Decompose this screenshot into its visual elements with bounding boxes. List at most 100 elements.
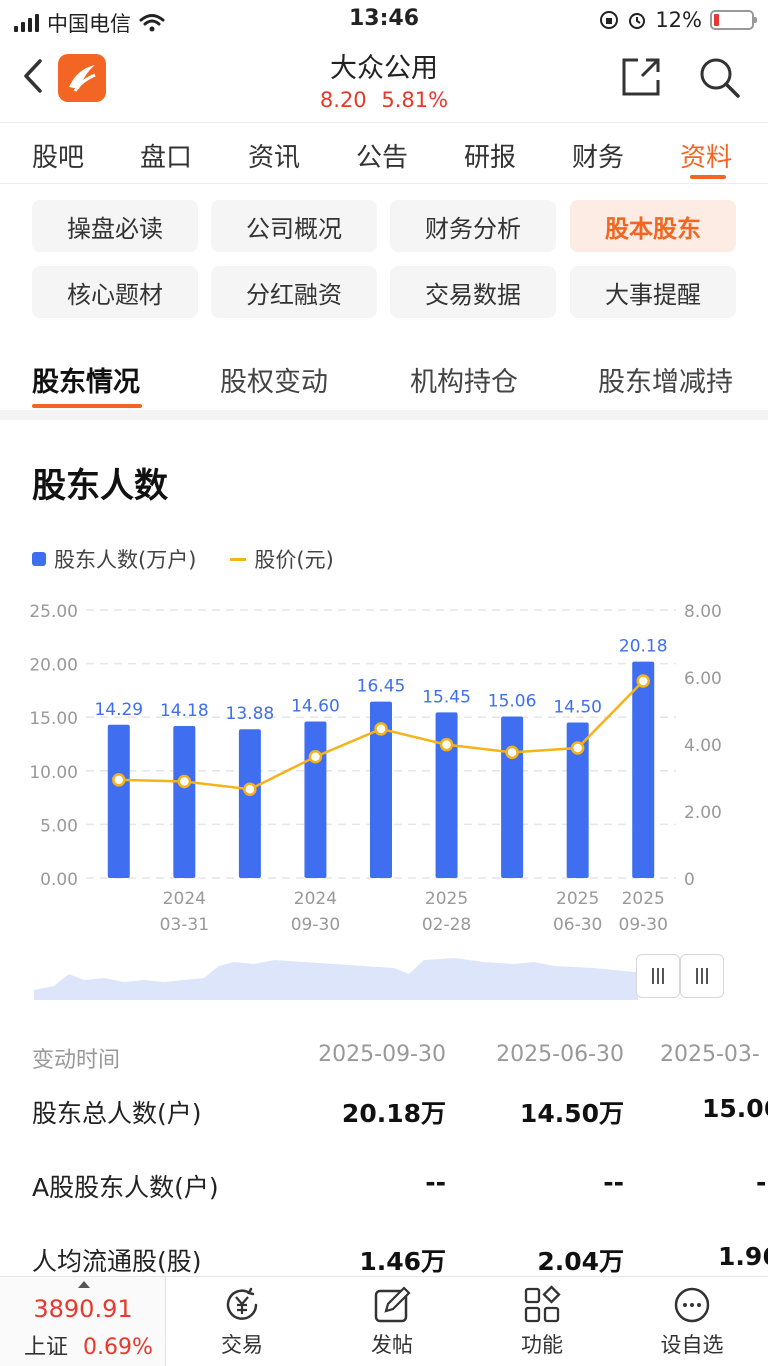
left-axis-tick: 0.00 [40, 870, 78, 890]
price-point [374, 722, 388, 736]
legend-line: 股价(元) [230, 544, 334, 574]
row-value: 15.06 [702, 1094, 768, 1123]
search-icon [700, 58, 740, 98]
bottom-bar: 3890.91 上证 0.69% 交易 发帖 功能 [0, 1276, 768, 1366]
price-point [439, 737, 454, 752]
alarm-icon [629, 13, 646, 29]
share-button[interactable] [620, 56, 662, 102]
tab-pankou[interactable]: 盘口 [140, 143, 193, 173]
header-col-2: 2025-06-30 [496, 1042, 624, 1067]
x-axis-year: 2024 [163, 889, 206, 909]
grid-events[interactable]: 大事提醒 [570, 266, 736, 318]
row-value: -- [603, 1168, 624, 1197]
legend-line-swatch [230, 557, 247, 561]
bar-value-label: 13.88 [226, 704, 275, 724]
battery-icon [710, 10, 757, 30]
row-value: -- [425, 1168, 446, 1197]
right-axis-tick: 6.00 [684, 669, 722, 689]
nav-functions[interactable]: 功能 [482, 1285, 602, 1359]
bar-value-label: 14.18 [160, 701, 209, 721]
chart-range-scroller[interactable] [34, 952, 726, 1000]
grid-trading-data[interactable]: 交易数据 [390, 266, 556, 318]
nav-add-watchlist-label: 设自选 [660, 1333, 724, 1357]
tab-profile[interactable]: 资料 [680, 143, 733, 173]
nav-post[interactable]: 发帖 [332, 1285, 452, 1359]
wifi-icon [139, 14, 165, 32]
nav-add-watchlist[interactable]: 设自选 [632, 1285, 752, 1359]
grid-trading-guide[interactable]: 操盘必读 [32, 200, 198, 252]
grid-core-themes[interactable]: 核心题材 [32, 266, 198, 318]
header: 大众公用 8.20 5.81% [0, 40, 768, 120]
chevron-left-icon [24, 59, 42, 93]
shareholder-chart: 25.00 20.00 15.00 10.00 5.00 0.00 8.00 6.00 4.00… [29, 602, 722, 935]
price-point [112, 773, 126, 787]
bar [632, 661, 655, 878]
nav-trade[interactable]: 交易 [182, 1285, 302, 1359]
left-axis-tick: 5.00 [40, 816, 78, 836]
row-value: 2.04万 [537, 1247, 624, 1276]
signal-icon [14, 14, 39, 32]
scroller-right-handle[interactable] [680, 954, 724, 998]
right-axis-tick: 4.00 [684, 736, 722, 756]
index-change: 0.69% [83, 1335, 153, 1360]
tab-news[interactable]: 资讯 [248, 143, 301, 173]
grid-share-capital[interactable]: 股本股东 [570, 200, 736, 252]
bar [238, 729, 261, 878]
row-value: 14.50万 [519, 1099, 624, 1128]
main-tabs: 股吧 盘口 资讯 公告 研报 财务 资料 [0, 122, 768, 184]
subtab-shareholders[interactable]: 股东情况 [32, 367, 140, 398]
grid-financial-analysis[interactable]: 财务分析 [390, 200, 556, 252]
back-button[interactable] [22, 58, 44, 103]
status-bar: 中国电信 13:46 12% [0, 0, 768, 40]
x-axis-year: 2025 [556, 889, 599, 909]
tab-guba[interactable]: 股吧 [32, 143, 85, 173]
bar [435, 712, 458, 878]
more-icon [674, 1287, 710, 1323]
subtab-holdings-change[interactable]: 股东增减持 [598, 367, 733, 398]
right-axis-tick: 0 [684, 870, 695, 890]
row-label: 人均流通股(股) [32, 1247, 202, 1276]
bar-value-label: 20.18 [619, 637, 668, 657]
grid-icon [524, 1285, 561, 1323]
scroller-preview [34, 958, 638, 1000]
tab-research[interactable]: 研报 [464, 143, 517, 173]
tab-announcements[interactable]: 公告 [356, 143, 409, 173]
index-ticker[interactable]: 3890.91 上证 0.69% [0, 1277, 166, 1366]
clock: 13:46 [348, 6, 420, 31]
legend-bar-swatch [32, 552, 46, 566]
orientation-lock-icon [600, 11, 619, 29]
section-title: 股东人数 [32, 466, 168, 506]
row-value: 1.46万 [359, 1247, 446, 1276]
grid-company-overview[interactable]: 公司概况 [211, 200, 377, 252]
header-col-1: 2025-09-30 [318, 1042, 446, 1067]
bar [566, 722, 589, 878]
price-point [243, 782, 257, 796]
stock-name: 大众公用 [330, 53, 438, 84]
subtab-equity-change[interactable]: 股权变动 [220, 367, 328, 398]
logo-icon [69, 65, 96, 92]
yuan-icon [226, 1287, 258, 1320]
bar-value-label: 16.45 [357, 677, 406, 697]
row-value: 20.18万 [341, 1099, 446, 1128]
price-point [308, 749, 323, 764]
bar-value-label: 15.06 [488, 692, 537, 712]
x-axis-date: 06-30 [553, 915, 602, 935]
row-value: - [756, 1168, 767, 1197]
grid-dividend-financing[interactable]: 分红融资 [211, 266, 377, 318]
section-divider [0, 410, 768, 420]
index-name: 上证 [24, 1335, 69, 1360]
row-label: A股股东人数(户) [32, 1173, 219, 1202]
x-axis-date: 02-28 [422, 915, 471, 935]
header-col-3: 2025-03- [660, 1042, 760, 1067]
subtab-institutions[interactable]: 机构持仓 [410, 367, 518, 398]
x-axis-year: 2025 [622, 889, 665, 909]
share-icon [622, 58, 660, 96]
search-button[interactable] [698, 56, 740, 102]
chart-legend: 股东人数(万户) 股价(元) [32, 544, 334, 574]
left-axis-tick: 15.00 [29, 709, 78, 729]
legend-line-label: 股价(元) [254, 548, 334, 572]
legend-bar-label: 股东人数(万户) [54, 548, 197, 572]
tab-finance[interactable]: 财务 [572, 143, 625, 173]
x-axis-year: 2024 [294, 889, 337, 909]
scroller-left-handle[interactable] [636, 954, 680, 998]
